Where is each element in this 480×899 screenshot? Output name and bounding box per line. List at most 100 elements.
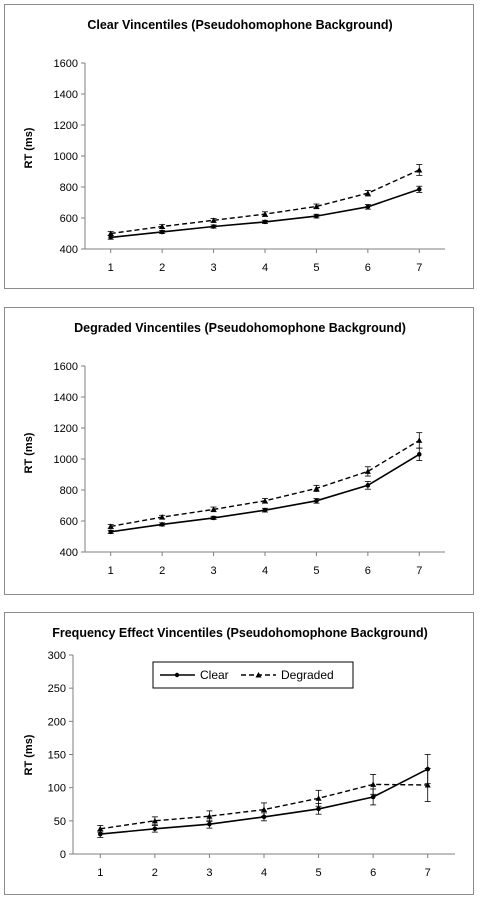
y-tick-label: 1000: [54, 454, 78, 466]
y-tick-label: 0: [60, 849, 66, 861]
data-point-circle: [108, 529, 114, 535]
data-point-triangle: [313, 485, 320, 491]
chart-title: Frequency Effect Vincentiles (Pseudohomo…: [52, 626, 428, 640]
data-point-triangle: [159, 223, 166, 230]
data-point-circle: [97, 831, 103, 837]
x-tick-label: 2: [159, 565, 165, 577]
x-tick-label: 7: [425, 867, 431, 879]
y-tick-label: 600: [60, 213, 78, 225]
x-tick-label: 7: [416, 262, 422, 274]
x-tick-label: 2: [152, 867, 158, 879]
data-point-circle: [152, 826, 158, 832]
data-point-triangle: [107, 230, 114, 236]
x-tick-label: 4: [262, 565, 268, 577]
y-tick-label: 300: [48, 650, 66, 662]
legend: Clear Degraded: [152, 661, 354, 689]
y-tick-label: 1200: [54, 120, 78, 132]
data-point-triangle: [159, 514, 166, 520]
data-point-circle: [159, 229, 165, 235]
x-tick-label: 4: [262, 262, 268, 274]
data-point-triangle: [416, 437, 423, 443]
y-tick-label: 600: [60, 516, 78, 528]
x-tick-label: 5: [313, 565, 319, 577]
data-point-circle: [159, 522, 165, 527]
data-point-circle: [262, 507, 268, 513]
data-point-circle: [316, 806, 321, 812]
data-point-circle: [207, 821, 212, 827]
legend-marker-degraded: [255, 672, 262, 678]
data-point-triangle: [97, 825, 104, 832]
x-tick-label: 3: [211, 262, 217, 274]
data-point-triangle: [364, 190, 371, 196]
data-point-triangle: [151, 817, 158, 824]
data-point-circle: [365, 483, 371, 488]
data-point-triangle: [210, 217, 217, 223]
chart-title: Clear Vincentiles (Pseudohomophone Backg…: [87, 18, 392, 32]
y-tick-label: 1400: [54, 89, 78, 101]
legend-label-clear: Clear: [200, 668, 229, 682]
y-tick-label: 1000: [54, 151, 78, 163]
chart-svg-clear: Clear Vincentiles (Pseudohomophone Backg…: [23, 18, 445, 274]
y-axis-label: RT (ms): [23, 734, 35, 775]
data-point-triangle: [210, 506, 217, 512]
x-tick-label: 3: [211, 565, 217, 577]
x-tick-label: 6: [370, 867, 376, 879]
chart-svg-degraded: Degraded Vincentiles (Pseudohomophone Ba…: [23, 321, 445, 577]
data-point-circle: [416, 452, 422, 457]
data-point-triangle: [206, 813, 213, 819]
y-tick-label: 1400: [54, 392, 78, 404]
data-point-circle: [211, 224, 216, 229]
y-tick-label: 400: [60, 244, 78, 256]
x-tick-label: 5: [313, 262, 319, 274]
chart-panel-frequency-effect: Frequency Effect Vincentiles (Pseudohomo…: [4, 612, 474, 895]
data-point-triangle: [313, 203, 320, 209]
y-tick-label: 1200: [54, 423, 78, 435]
x-tick-label: 4: [261, 867, 267, 879]
data-point-triangle: [315, 795, 322, 801]
x-tick-label: 2: [159, 262, 165, 274]
series-line-solid: [100, 768, 429, 835]
data-point-circle: [261, 814, 267, 820]
x-tick-label: 1: [97, 867, 103, 879]
y-tick-label: 1600: [54, 361, 78, 373]
y-tick-label: 100: [48, 783, 66, 795]
chart-panel-degraded: Degraded Vincentiles (Pseudohomophone Ba…: [4, 307, 474, 595]
y-tick-label: 800: [60, 182, 78, 194]
y-tick-label: 150: [48, 750, 66, 762]
y-tick-label: 1600: [54, 58, 78, 70]
data-point-triangle: [424, 782, 431, 788]
data-point-circle: [314, 213, 319, 219]
x-tick-label: 5: [316, 867, 322, 879]
chart-panel-clear: Clear Vincentiles (Pseudohomophone Backg…: [4, 4, 474, 289]
series-line-solid: [110, 453, 420, 533]
x-tick-label: 1: [108, 262, 114, 274]
legend-label-degraded: Degraded: [281, 668, 334, 682]
chart-svg-frequency-effect: Frequency Effect Vincentiles (Pseudohomo…: [23, 626, 455, 879]
x-tick-label: 7: [416, 565, 422, 577]
data-point-circle: [108, 235, 114, 240]
y-tick-label: 400: [60, 547, 78, 559]
data-point-triangle: [261, 806, 267, 813]
data-point-circle: [314, 498, 319, 504]
y-axis-label: RT (ms): [23, 432, 35, 473]
data-point-triangle: [416, 166, 423, 173]
legend-marker-clear: [174, 672, 180, 678]
data-point-triangle: [262, 497, 268, 504]
data-point-triangle: [262, 211, 268, 217]
x-tick-label: 6: [365, 565, 371, 577]
y-tick-label: 50: [54, 816, 66, 828]
data-point-triangle: [364, 468, 371, 474]
y-tick-label: 200: [48, 716, 66, 728]
x-tick-label: 1: [108, 565, 114, 577]
data-point-circle: [370, 794, 376, 800]
y-tick-label: 250: [48, 683, 66, 695]
x-tick-label: 3: [206, 867, 212, 879]
data-point-circle: [262, 219, 268, 225]
data-point-circle: [365, 204, 371, 210]
series-line-dashed: [110, 439, 420, 528]
chart-title: Degraded Vincentiles (Pseudohomophone Ba…: [74, 321, 406, 335]
data-point-circle: [211, 515, 216, 521]
y-tick-label: 800: [60, 485, 78, 497]
data-point-triangle: [107, 523, 114, 529]
data-point-circle: [416, 187, 422, 192]
